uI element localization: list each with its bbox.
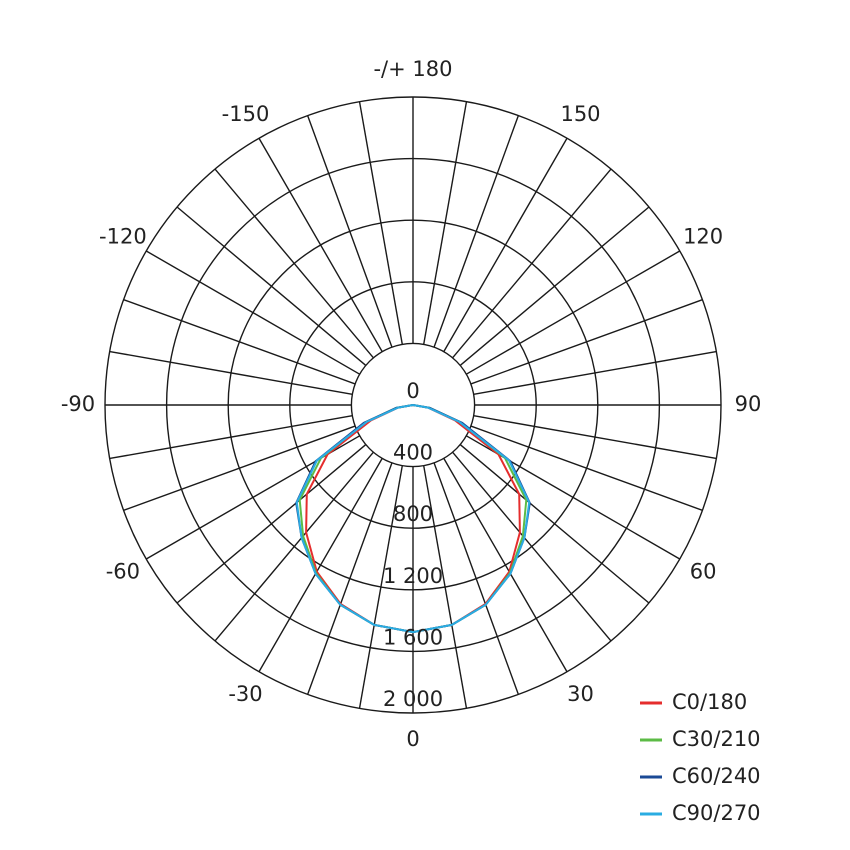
angle-tick-label: -150	[222, 102, 270, 126]
grid-spoke	[214, 451, 374, 642]
grid-spoke	[423, 465, 468, 709]
grid-spoke	[459, 444, 650, 604]
grid-spoke	[473, 415, 717, 460]
angle-tick-label: -90	[61, 392, 95, 416]
grid-spoke	[443, 137, 568, 353]
grid-spoke	[465, 250, 681, 375]
grid-spoke	[307, 462, 393, 695]
grid-spoke	[459, 206, 650, 366]
radial-tick-label: 400	[393, 441, 433, 465]
grid-spoke	[452, 451, 612, 642]
grid-spoke	[123, 299, 356, 385]
grid-spoke	[423, 101, 468, 345]
grid-spoke	[358, 465, 403, 709]
radial-tick-label: 1 200	[383, 564, 443, 588]
grid-spoke	[307, 115, 393, 348]
grid-spoke	[358, 101, 403, 345]
grid-spoke	[470, 425, 703, 511]
grid-spoke	[470, 299, 703, 385]
angle-tick-label: 150	[560, 102, 600, 126]
angle-tick-label: -60	[106, 560, 140, 584]
angle-tick-label: -/+ 180	[373, 57, 452, 81]
grid-spoke	[452, 168, 612, 359]
grid-spoke	[433, 462, 520, 695]
legend-label: C60/240	[672, 764, 761, 788]
legend-label: C90/270	[672, 801, 761, 825]
angle-tick-label: -120	[99, 225, 147, 249]
grid-spoke	[123, 425, 356, 511]
angle-tick-label: -30	[228, 682, 262, 706]
grid-spoke	[214, 168, 374, 359]
grid-spoke	[145, 250, 361, 375]
angle-tick-label: 0	[406, 727, 419, 751]
grid-spoke	[473, 350, 717, 395]
grid-spoke	[443, 457, 568, 673]
grid-spoke	[258, 137, 383, 353]
radial-tick-label: 800	[393, 502, 433, 526]
grid-spoke	[109, 350, 353, 395]
radial-tick-label: 0	[406, 379, 419, 403]
legend-label: C30/210	[672, 727, 761, 751]
angle-tick-label: 60	[690, 560, 717, 584]
grid-spoke	[176, 444, 367, 604]
grid-spoke	[433, 115, 520, 348]
legend-label: C0/180	[672, 690, 747, 714]
grid-spoke	[258, 457, 383, 673]
radial-tick-label: 2 000	[383, 687, 443, 711]
angle-tick-label: 120	[683, 225, 723, 249]
angle-tick-label: 30	[567, 682, 594, 706]
angle-tick-label: 90	[735, 392, 762, 416]
grid-spoke	[176, 206, 367, 366]
series-line	[295, 404, 531, 634]
radial-tick-label: 1 600	[383, 625, 443, 649]
grid-spoke	[109, 415, 353, 460]
